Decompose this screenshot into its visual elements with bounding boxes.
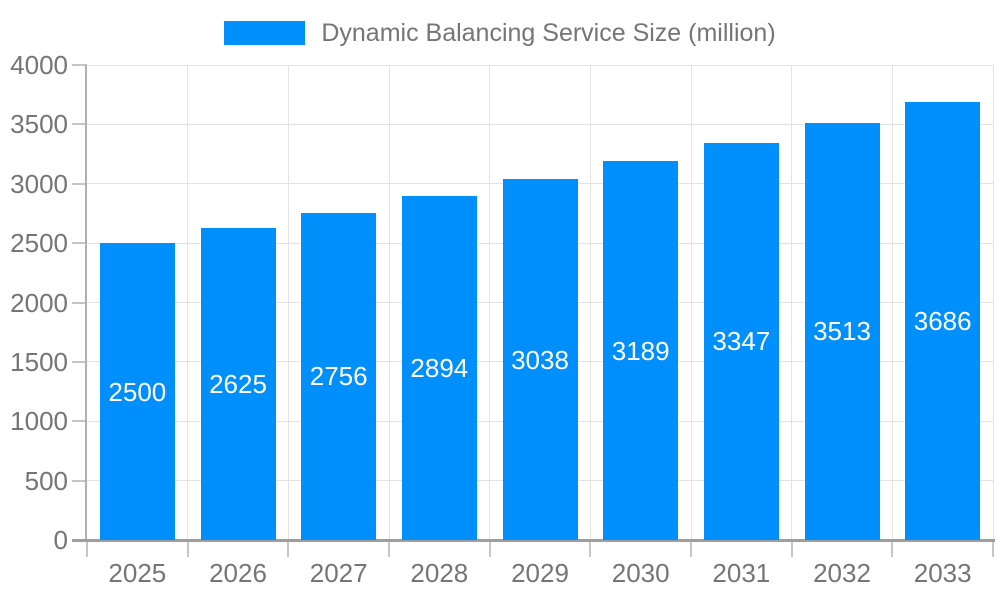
y-axis-tick-label: 3500 — [10, 109, 68, 140]
x-axis-tick — [891, 540, 894, 557]
x-axis-tick — [992, 540, 994, 557]
y-axis-tick-label: 2500 — [10, 228, 68, 259]
x-axis-tick-label: 2029 — [511, 558, 569, 588]
y-axis-line — [85, 65, 87, 540]
x-axis-tick — [86, 540, 88, 557]
gridline-horizontal — [87, 64, 993, 66]
x-axis-tick-label: 2030 — [611, 558, 670, 588]
y-axis-tick — [72, 182, 87, 185]
x-axis-tick-label: 2027 — [309, 558, 368, 588]
x-axis-tick-label: 2032 — [813, 558, 871, 588]
gridline-vertical — [187, 65, 189, 540]
bar-value-label: 3347 — [712, 326, 771, 357]
y-axis-tick — [72, 479, 87, 482]
gridline-vertical — [489, 65, 491, 540]
y-axis-tick-label: 2000 — [10, 287, 68, 318]
x-axis-tick — [186, 540, 189, 557]
bar[interactable]: 2756 — [301, 212, 377, 540]
y-axis-tick-label: 0 — [53, 525, 68, 555]
gridline-vertical — [891, 65, 893, 540]
legend-item[interactable]: Dynamic Balancing Service Size (million) — [0, 18, 1000, 48]
legend-swatch-icon — [224, 21, 306, 45]
bar[interactable]: 2500 — [99, 243, 175, 540]
gridline-vertical — [791, 65, 793, 540]
bar-value-label: 3513 — [813, 316, 871, 347]
gridline-horizontal — [87, 123, 993, 125]
gridline-vertical — [690, 65, 692, 540]
gridline-vertical — [287, 65, 289, 540]
x-axis-tick-label: 2031 — [712, 558, 771, 588]
x-axis-tick-label: 2033 — [913, 558, 972, 588]
x-axis-tick — [287, 540, 290, 557]
y-axis-tick-label: 4000 — [10, 50, 68, 80]
x-axis-tick — [589, 540, 592, 557]
y-axis-tick — [72, 301, 87, 304]
x-axis-tick — [690, 540, 692, 557]
legend-label: Dynamic Balancing Service Size (million) — [321, 18, 776, 47]
bar[interactable]: 3513 — [804, 122, 880, 540]
bar-value-label: 2625 — [209, 369, 267, 400]
y-axis-tick — [72, 242, 87, 245]
bar-value-label: 2894 — [410, 353, 469, 384]
bar[interactable]: 3189 — [603, 161, 679, 540]
y-axis-tick — [72, 420, 87, 423]
y-axis-tick — [72, 64, 87, 66]
bar-value-label: 3189 — [611, 335, 670, 366]
x-axis-tick — [488, 540, 491, 557]
x-axis-line — [72, 539, 995, 542]
bar[interactable]: 3038 — [502, 179, 578, 540]
y-axis-tick-label: 3000 — [10, 168, 68, 199]
bar-value-label: 2500 — [108, 376, 167, 407]
y-axis-tick-label: 500 — [24, 465, 68, 496]
gridline-vertical — [589, 65, 591, 540]
x-axis-tick-label: 2026 — [209, 558, 267, 588]
x-axis-tick — [790, 540, 793, 557]
bar[interactable]: 2894 — [401, 196, 477, 540]
bar[interactable]: 2625 — [200, 228, 276, 540]
y-axis-tick-label: 1500 — [10, 346, 68, 377]
x-axis-tick — [388, 540, 390, 557]
gridline-vertical — [388, 65, 390, 540]
y-axis-tick — [72, 360, 87, 363]
y-axis-tick — [72, 123, 87, 126]
bar-value-label: 3038 — [511, 344, 569, 375]
y-axis-tick-label: 1000 — [10, 406, 68, 437]
bar-value-label: 2756 — [309, 361, 368, 392]
bar[interactable]: 3347 — [703, 142, 779, 540]
x-axis-tick-label: 2025 — [108, 558, 167, 588]
gridline-vertical — [992, 65, 994, 540]
bar[interactable]: 3686 — [905, 102, 981, 540]
x-axis-tick-label: 2028 — [410, 558, 469, 588]
bar-value-label: 3686 — [913, 306, 972, 337]
